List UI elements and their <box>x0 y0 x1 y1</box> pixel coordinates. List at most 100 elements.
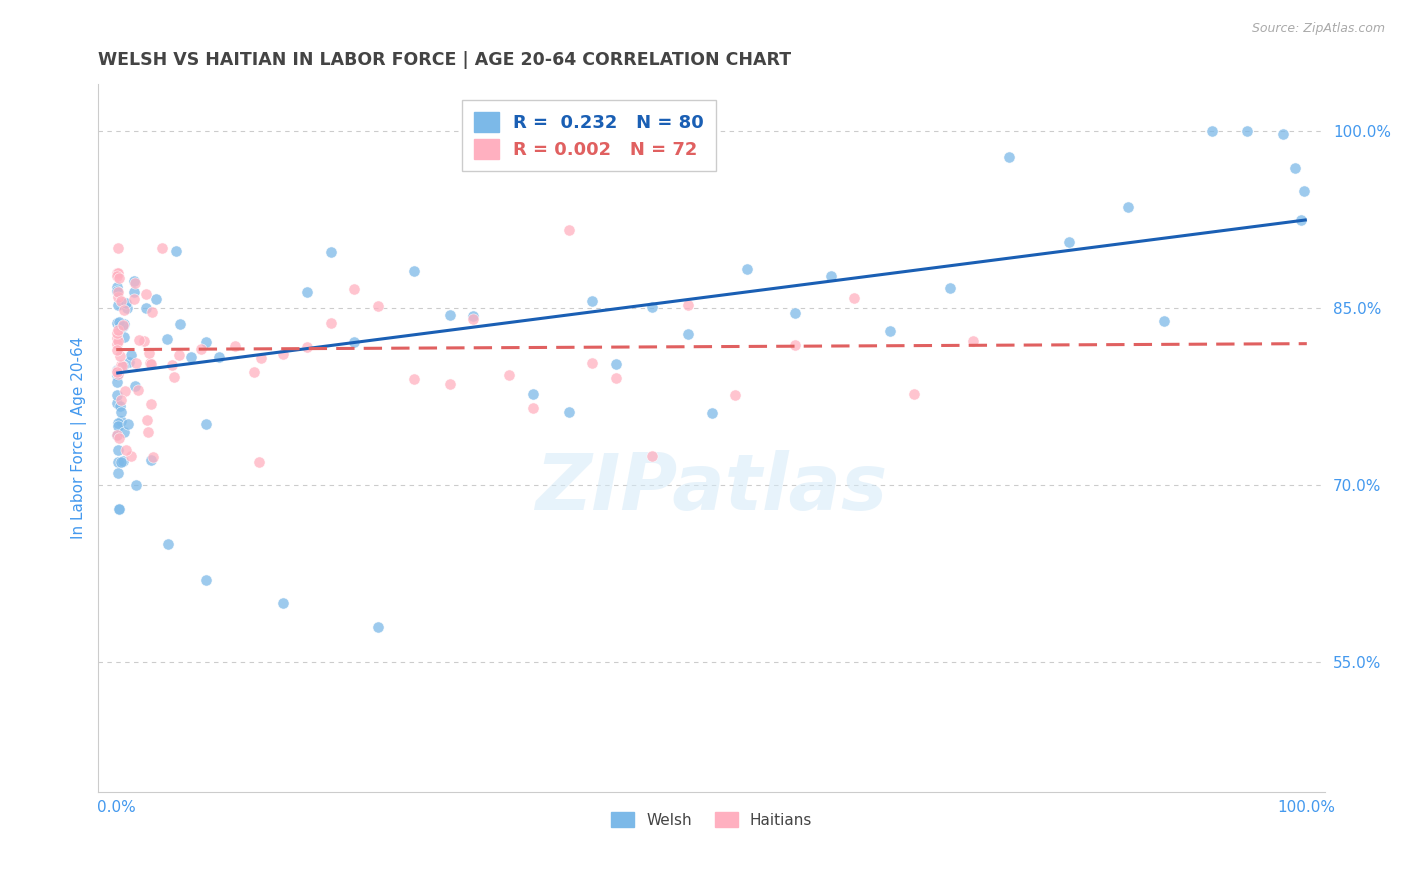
Point <box>319 316 342 330</box>
Point <box>105 363 128 377</box>
Point <box>107 501 129 516</box>
Point <box>271 596 294 610</box>
Point <box>141 305 163 319</box>
Point <box>1284 161 1306 175</box>
Point <box>1289 212 1312 227</box>
Point <box>169 348 191 362</box>
Point <box>122 292 145 306</box>
Point <box>439 308 461 322</box>
Point <box>107 334 129 348</box>
Point <box>105 284 128 298</box>
Point <box>522 401 544 416</box>
Point <box>557 405 579 419</box>
Point <box>115 442 138 457</box>
Point <box>127 383 149 397</box>
Point <box>962 334 984 349</box>
Point <box>676 297 699 311</box>
Point <box>105 365 128 379</box>
Point <box>522 387 544 401</box>
Point <box>700 405 723 419</box>
Point <box>498 368 520 382</box>
Point <box>105 326 128 341</box>
Legend: Welsh, Haitians: Welsh, Haitians <box>605 805 818 834</box>
Point <box>107 322 129 336</box>
Point <box>605 357 627 371</box>
Point <box>581 294 603 309</box>
Point <box>107 442 129 457</box>
Point <box>112 318 135 332</box>
Point <box>105 316 128 330</box>
Point <box>844 291 866 305</box>
Point <box>108 318 131 332</box>
Point <box>998 150 1021 164</box>
Point <box>1272 128 1295 142</box>
Point <box>107 315 129 329</box>
Point <box>879 325 901 339</box>
Point <box>1201 124 1223 138</box>
Point <box>135 301 157 316</box>
Point <box>112 454 135 468</box>
Point <box>112 359 135 374</box>
Point <box>105 266 128 280</box>
Point <box>124 274 146 288</box>
Point <box>605 371 627 385</box>
Point <box>120 449 142 463</box>
Point <box>250 351 273 366</box>
Point <box>295 339 318 353</box>
Point <box>136 425 159 439</box>
Point <box>319 245 342 260</box>
Point <box>1057 235 1080 249</box>
Point <box>402 372 425 386</box>
Point <box>124 379 146 393</box>
Point <box>156 537 179 551</box>
Point <box>124 277 146 291</box>
Point <box>139 453 162 467</box>
Point <box>194 334 217 349</box>
Point <box>105 375 128 389</box>
Point <box>107 416 129 430</box>
Point <box>141 397 163 411</box>
Point <box>463 309 485 323</box>
Point <box>676 327 699 342</box>
Point <box>122 285 145 300</box>
Point <box>108 349 131 363</box>
Point <box>735 261 758 276</box>
Point <box>107 419 129 434</box>
Point <box>343 334 366 349</box>
Point <box>105 337 128 351</box>
Point <box>142 450 165 464</box>
Point <box>343 282 366 296</box>
Point <box>108 271 131 285</box>
Point <box>108 399 131 413</box>
Point <box>107 388 129 402</box>
Point <box>783 338 806 352</box>
Point <box>110 358 132 372</box>
Point <box>195 573 218 587</box>
Point <box>125 356 148 370</box>
Point <box>135 286 157 301</box>
Point <box>903 386 925 401</box>
Point <box>110 393 132 408</box>
Point <box>105 343 128 358</box>
Point <box>112 303 135 318</box>
Y-axis label: In Labor Force | Age 20-64: In Labor Force | Age 20-64 <box>72 337 87 540</box>
Point <box>1236 124 1258 138</box>
Point <box>295 285 318 299</box>
Point <box>107 298 129 312</box>
Point <box>783 305 806 319</box>
Point <box>195 417 218 431</box>
Point <box>557 222 579 236</box>
Point <box>115 295 138 310</box>
Point <box>110 405 132 419</box>
Point <box>120 347 142 361</box>
Point <box>163 370 186 384</box>
Point <box>160 358 183 372</box>
Point <box>128 333 150 347</box>
Text: Source: ZipAtlas.com: Source: ZipAtlas.com <box>1251 22 1385 36</box>
Point <box>107 367 129 381</box>
Text: WELSH VS HAITIAN IN LABOR FORCE | AGE 20-64 CORRELATION CHART: WELSH VS HAITIAN IN LABOR FORCE | AGE 20… <box>98 51 792 69</box>
Point <box>139 357 162 371</box>
Point <box>107 241 129 255</box>
Point <box>1294 185 1316 199</box>
Point <box>112 319 135 334</box>
